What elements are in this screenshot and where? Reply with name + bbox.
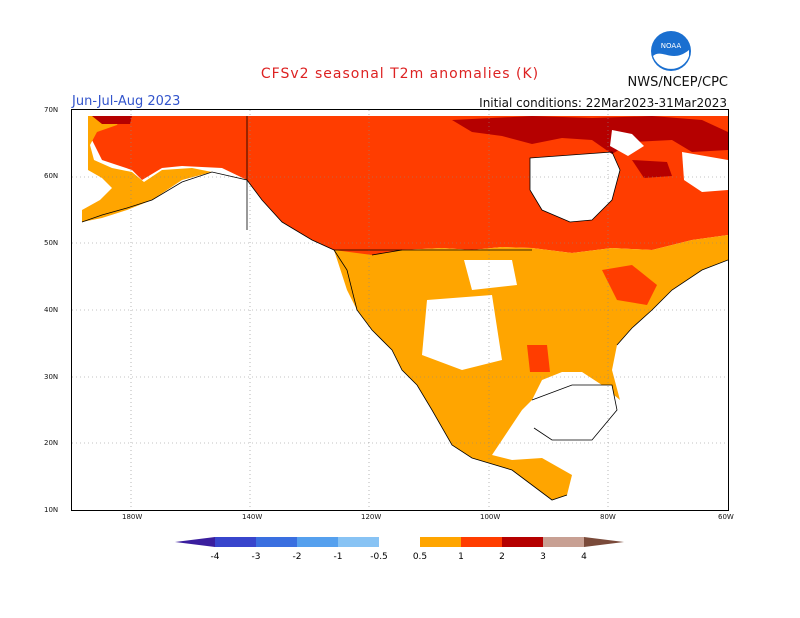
legend-label-2: 2 (499, 552, 505, 562)
lon-label-80w: 80W (600, 513, 616, 521)
map-title: CFSv2 seasonal T2m anomalies (K) (260, 66, 540, 82)
legend-label-minus1: -1 (334, 552, 343, 562)
legend-swatch-minus3-minus2 (256, 537, 297, 547)
legend-swatch-above-4 (584, 537, 624, 547)
legend-label-minus3: -3 (252, 552, 261, 562)
legend-label-minus4: -4 (211, 552, 220, 562)
greenland-gap (682, 152, 728, 192)
plains-gap (464, 260, 517, 290)
lat-label-30n: 30N (44, 373, 59, 381)
legend-label-1: 1 (458, 552, 464, 562)
lon-label-60w: 60W (718, 513, 734, 521)
anomaly-region-arctic-high (452, 116, 728, 154)
legend-swatch-3-4 (543, 537, 584, 547)
coastlines (81, 116, 728, 501)
legend-swatch-05-1 (420, 537, 461, 547)
noaa-logo: NOAA (651, 31, 691, 71)
legend-swatch-below-minus4 (175, 537, 215, 547)
arctic-gap (610, 130, 644, 156)
lon-label-180w: 180W (122, 513, 143, 521)
anomaly-region-alaska-coast (82, 116, 212, 222)
legend-swatch-minus2-minus1 (297, 537, 338, 547)
lat-label-60n: 60N (44, 172, 59, 180)
anomaly-region-northwest (92, 116, 132, 124)
anomaly-region-southeast (527, 345, 550, 372)
legend-swatch-minus4-minus3 (215, 537, 256, 547)
legend-label-05: 0.5 (413, 552, 427, 562)
agency-label: NWS/NCEP/CPC (627, 75, 728, 90)
legend-label-minus2: -2 (293, 552, 302, 562)
legend-label-minus05: -0.5 (370, 552, 388, 562)
anomaly-region-labrador-high (632, 160, 672, 178)
legend-swatch-2-3 (502, 537, 543, 547)
legend-label-3: 3 (540, 552, 546, 562)
legend-label-4: 4 (581, 552, 587, 562)
rockies-gap (422, 295, 502, 370)
gulf-of-mexico (532, 385, 617, 440)
noaa-logo-text: NOAA (661, 42, 682, 50)
lat-label-40n: 40N (44, 306, 59, 314)
legend-swatch-1-2 (461, 537, 502, 547)
lon-label-120w: 120W (361, 513, 382, 521)
lat-label-70n: 70N (44, 106, 59, 114)
initial-conditions-label: Initial conditions: 22Mar2023-31Mar2023 (479, 96, 727, 110)
graticule (72, 110, 728, 510)
lon-label-100w: 100W (480, 513, 501, 521)
season-label: Jun-Jul-Aug 2023 (72, 94, 181, 109)
anomaly-region-northeast (602, 265, 657, 305)
lat-label-50n: 50N (44, 239, 59, 247)
anomaly-region-canada (88, 116, 728, 270)
anomaly-map-canvas (72, 110, 728, 510)
legend-swatch-minus1-minus05 (338, 537, 379, 547)
legend-swatch-neutral (379, 537, 420, 547)
colorbar-legend: -4 -3 -2 -1 -0.5 0.5 1 2 3 4 (175, 537, 624, 562)
hudson-bay (530, 152, 620, 222)
lat-label-20n: 20N (44, 439, 59, 447)
lat-label-10n: 10N (44, 506, 59, 514)
lon-label-140w: 140W (242, 513, 263, 521)
anomaly-map (71, 109, 729, 511)
